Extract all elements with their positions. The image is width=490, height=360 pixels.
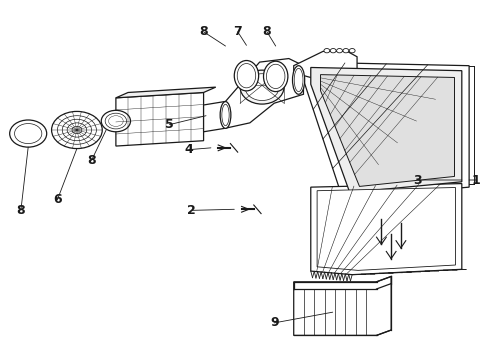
Circle shape xyxy=(51,111,102,149)
Polygon shape xyxy=(116,87,216,98)
Ellipse shape xyxy=(237,64,256,88)
Ellipse shape xyxy=(245,74,279,100)
Ellipse shape xyxy=(240,70,284,104)
Circle shape xyxy=(343,49,349,53)
Text: 8: 8 xyxy=(263,25,271,38)
Text: 7: 7 xyxy=(233,25,242,38)
Text: 8: 8 xyxy=(87,154,96,167)
Ellipse shape xyxy=(220,102,231,129)
Text: 3: 3 xyxy=(414,174,422,186)
Ellipse shape xyxy=(264,61,288,91)
Circle shape xyxy=(330,49,336,53)
Circle shape xyxy=(324,49,330,53)
Ellipse shape xyxy=(222,104,229,126)
Polygon shape xyxy=(294,276,391,336)
Ellipse shape xyxy=(293,66,305,94)
Text: 4: 4 xyxy=(185,143,194,156)
Circle shape xyxy=(105,113,126,129)
Text: 9: 9 xyxy=(270,316,278,329)
Ellipse shape xyxy=(294,68,303,91)
Circle shape xyxy=(349,49,355,53)
Text: 6: 6 xyxy=(53,193,62,206)
Polygon shape xyxy=(294,51,357,84)
Polygon shape xyxy=(225,59,303,128)
Text: 2: 2 xyxy=(187,204,196,217)
Circle shape xyxy=(15,123,42,144)
Circle shape xyxy=(109,116,123,126)
Circle shape xyxy=(101,111,130,132)
Polygon shape xyxy=(311,67,462,193)
Text: 5: 5 xyxy=(165,118,174,131)
Polygon shape xyxy=(317,188,456,270)
Text: 8: 8 xyxy=(199,25,208,38)
Circle shape xyxy=(337,49,343,53)
Polygon shape xyxy=(320,75,455,186)
Polygon shape xyxy=(203,102,225,132)
Text: 1: 1 xyxy=(472,174,481,186)
Ellipse shape xyxy=(267,64,285,89)
Ellipse shape xyxy=(234,60,259,91)
Polygon shape xyxy=(311,184,462,275)
Text: 8: 8 xyxy=(17,204,25,217)
Circle shape xyxy=(10,120,47,147)
Polygon shape xyxy=(303,62,469,198)
Polygon shape xyxy=(116,93,203,146)
